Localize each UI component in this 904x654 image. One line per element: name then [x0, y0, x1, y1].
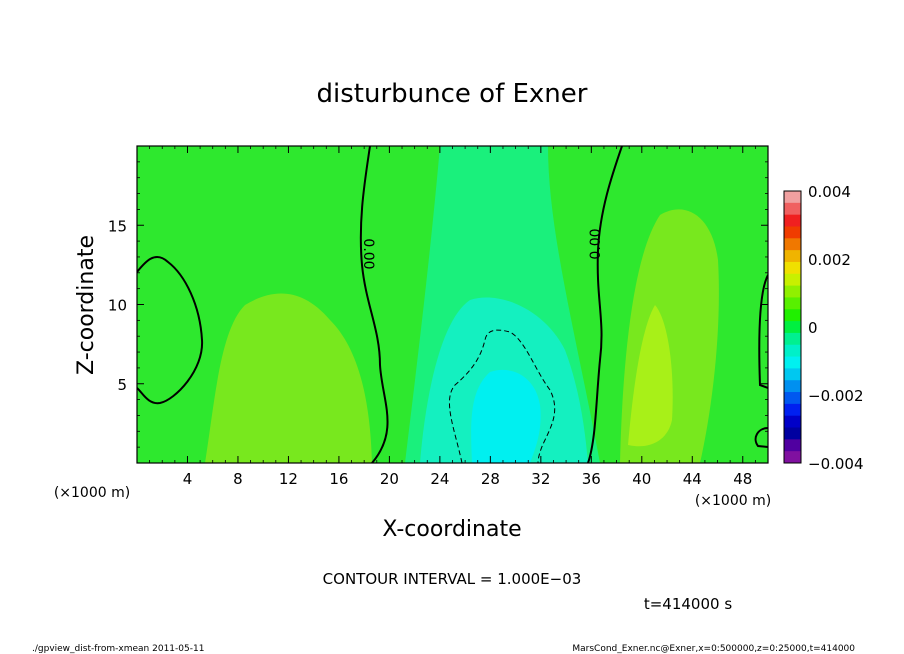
x-tick-label: 40: [632, 470, 651, 488]
x-unit-label-right: (×1000 m): [695, 493, 771, 509]
colorbar-tick-label: 0.002: [808, 251, 851, 269]
zero-contour-edge-left: [137, 256, 204, 405]
colorbar-tick-label: 0: [808, 319, 818, 337]
colorbar-swatch: [784, 415, 801, 429]
colorbar-swatch: [784, 439, 801, 452]
x-tick-label: 8: [233, 470, 243, 488]
colorbar-swatch: [784, 332, 801, 346]
colorbar-swatch: [784, 321, 801, 334]
colorbar-swatch: [784, 380, 801, 393]
negative-region-core: [471, 369, 541, 463]
x-axis-label: X-coordinate: [382, 517, 521, 542]
x-tick-label: 12: [279, 470, 298, 488]
positive-region-left: [205, 293, 372, 463]
colorbar-swatch: [784, 238, 801, 251]
colorbar-tick-label: 0.004: [808, 183, 851, 201]
x-tick-label: 16: [329, 470, 348, 488]
colorbar-swatch: [784, 309, 801, 322]
footer-left: ./gpview_dist-from-xmean 2011-05-11: [32, 644, 204, 654]
x-tick-label: 20: [380, 470, 399, 488]
negative-contour: [448, 329, 556, 463]
colorbar-swatch: [784, 285, 801, 298]
zero-contour-left: [359, 146, 389, 463]
colorbar-swatch: [784, 250, 801, 263]
contour-label-left: 0.00: [360, 238, 376, 269]
colorbar: [783, 190, 802, 464]
x-tick-label: 4: [183, 470, 193, 488]
x-tick-label: 32: [531, 470, 550, 488]
zero-contour-edge-right-small: [754, 427, 768, 448]
x-tick-label: 24: [430, 470, 449, 488]
colorbar-tick-label: −0.002: [808, 387, 864, 405]
colorbar-swatch: [784, 356, 801, 369]
contour-label-right: 0.00: [588, 228, 604, 259]
colorbar-swatch: [784, 368, 801, 381]
colorbar-swatch: [784, 202, 801, 216]
positive-core-right: [628, 305, 673, 447]
colorbar-swatch: [784, 344, 801, 358]
colorbar-swatch: [784, 191, 801, 204]
x-tick-label: 44: [683, 470, 702, 488]
colorbar-swatch: [784, 261, 801, 275]
y-tick-label: 5: [117, 376, 127, 394]
x-tick-label: 36: [582, 470, 601, 488]
colorbar-swatch: [784, 427, 801, 440]
colorbar-swatch: [784, 403, 801, 417]
colorbar-swatch: [784, 392, 801, 405]
zero-contour-right: [587, 146, 623, 463]
contour-interval-text: CONTOUR INTERVAL = 1.000E−03: [323, 570, 582, 588]
colorbar-swatch: [784, 226, 801, 239]
x-tick-label: 28: [481, 470, 500, 488]
footer-right: MarsCond_Exner.nc@Exner,x=0:500000,z=0:2…: [572, 644, 855, 654]
colorbar-swatch: [784, 297, 801, 310]
y-tick-label: 15: [108, 217, 127, 235]
y-axis-label: Z-coordinate: [74, 235, 99, 375]
colorbar-ticks: 0.004 0.002 0 −0.002 −0.004: [808, 183, 864, 473]
colorbar-tick-label: −0.004: [808, 455, 864, 473]
y-tick-label: 10: [108, 297, 127, 315]
chart-title: disturbunce of Exner: [317, 79, 588, 109]
zero-contour-edge-right: [758, 274, 768, 389]
colorbar-swatch: [784, 451, 801, 464]
field-layer: [137, 146, 768, 463]
x-unit-label-left: (×1000 m): [54, 485, 130, 501]
colorbar-swatch: [784, 273, 801, 287]
colorbar-swatch: [784, 214, 801, 227]
y-axis: 5 10 15: [108, 161, 768, 448]
colorbar-frame: [783, 190, 802, 464]
x-axis: 4 8 12 16 20 24 28 32 36 40 44 48: [149, 146, 756, 488]
time-text: t=414000 s: [644, 595, 732, 613]
x-tick-label: 48: [733, 470, 752, 488]
